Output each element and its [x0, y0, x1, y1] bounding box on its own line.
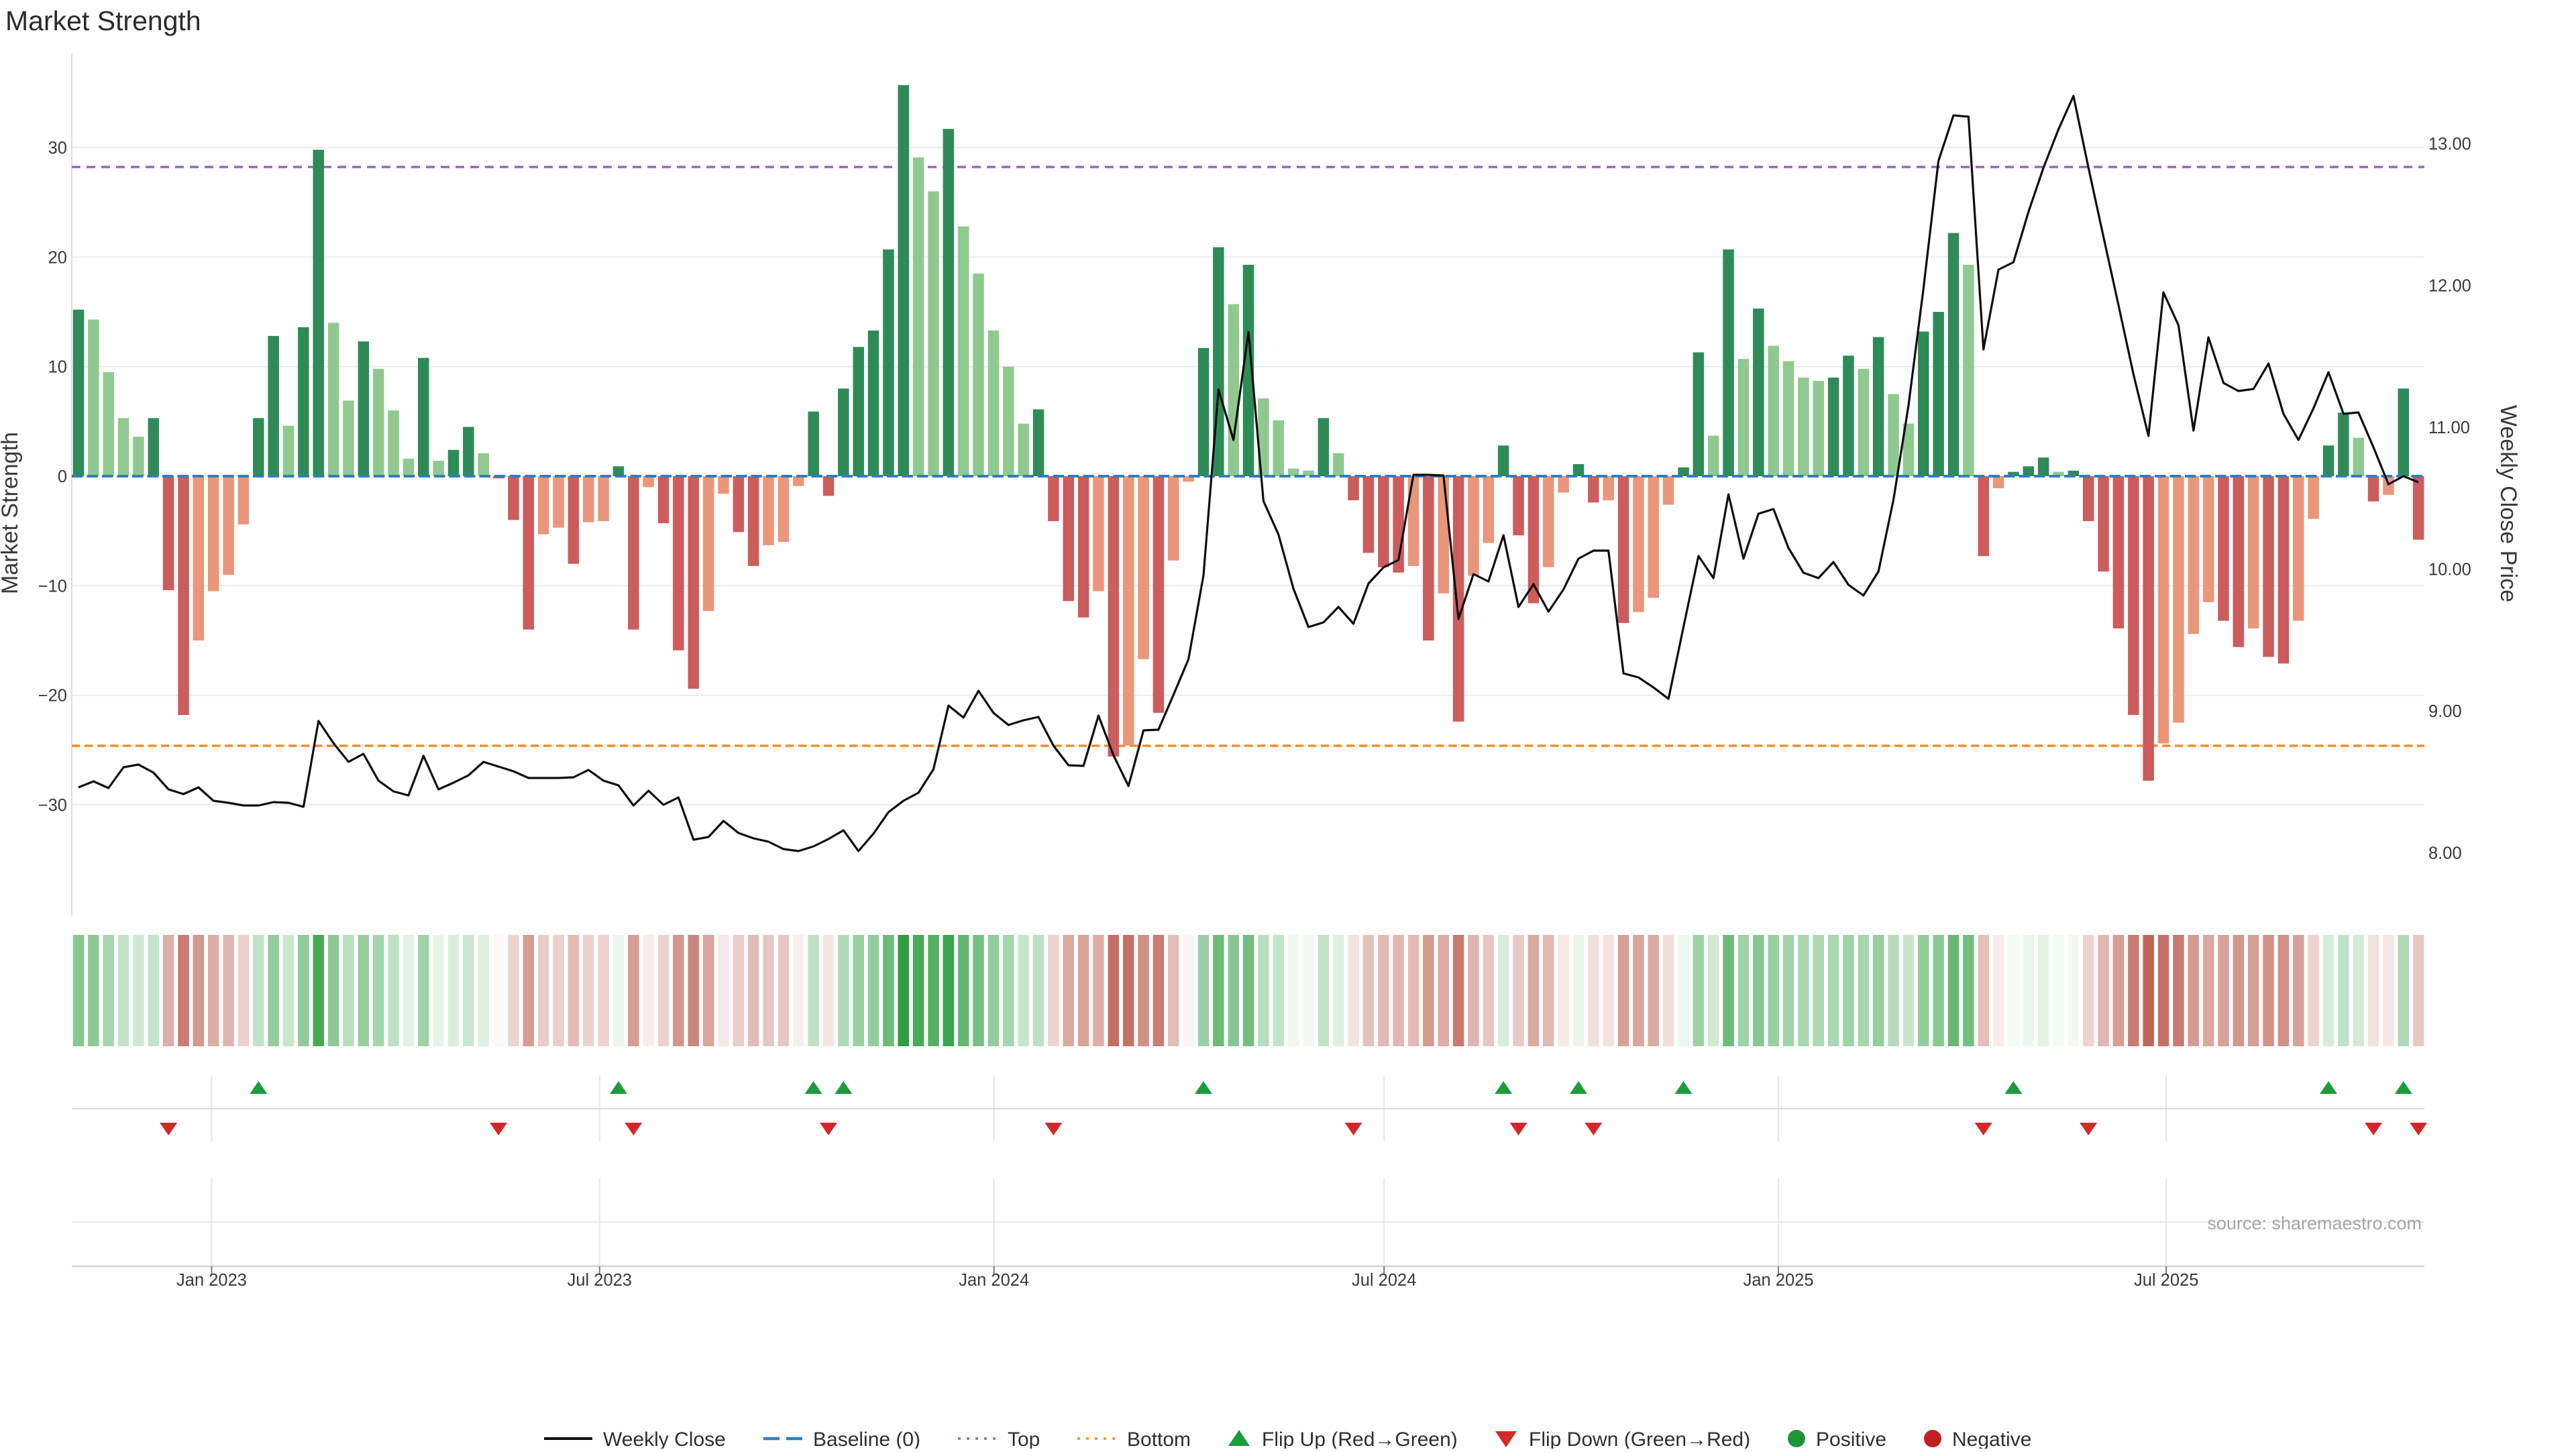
svg-text:Baseline (0): Baseline (0)	[813, 1429, 920, 1449]
svg-text:−10: −10	[38, 577, 67, 596]
svg-text:8.00: 8.00	[2428, 844, 2462, 863]
svg-text:Positive: Positive	[1816, 1429, 1886, 1449]
svg-text:Jul 2023: Jul 2023	[568, 1271, 632, 1290]
svg-text:Flip Up (Red→Green): Flip Up (Red→Green)	[1262, 1429, 1458, 1449]
svg-text:0: 0	[58, 467, 67, 486]
svg-text:−30: −30	[38, 796, 67, 815]
svg-text:30: 30	[48, 139, 67, 158]
svg-text:Jul 2025: Jul 2025	[2134, 1271, 2198, 1290]
svg-text:Jan 2025: Jan 2025	[1743, 1271, 1814, 1290]
svg-text:20: 20	[48, 248, 67, 267]
svg-text:10.00: 10.00	[2428, 561, 2471, 579]
svg-text:Bottom: Bottom	[1127, 1429, 1191, 1449]
svg-text:12.00: 12.00	[2428, 277, 2471, 296]
svg-text:Jan 2024: Jan 2024	[959, 1271, 1029, 1290]
svg-text:13.00: 13.00	[2428, 135, 2471, 154]
svg-text:Market Strength: Market Strength	[5, 5, 201, 36]
svg-text:Flip Down (Green→Red): Flip Down (Green→Red)	[1529, 1429, 1750, 1449]
svg-text:Negative: Negative	[1952, 1429, 2031, 1449]
svg-text:Weekly Close: Weekly Close	[603, 1429, 726, 1449]
svg-text:Market Strength: Market Strength	[0, 432, 23, 594]
svg-text:Top: Top	[1008, 1429, 1040, 1449]
svg-text:11.00: 11.00	[2428, 418, 2470, 437]
svg-text:Weekly Close Price: Weekly Close Price	[2496, 405, 2521, 602]
svg-text:9.00: 9.00	[2428, 702, 2462, 721]
svg-text:10: 10	[48, 358, 67, 377]
svg-text:source: sharemaestro.com: source: sharemaestro.com	[2207, 1213, 2422, 1233]
svg-text:−20: −20	[38, 687, 67, 706]
svg-text:Jan 2023: Jan 2023	[176, 1271, 247, 1290]
svg-text:Jul 2024: Jul 2024	[1352, 1271, 1416, 1290]
